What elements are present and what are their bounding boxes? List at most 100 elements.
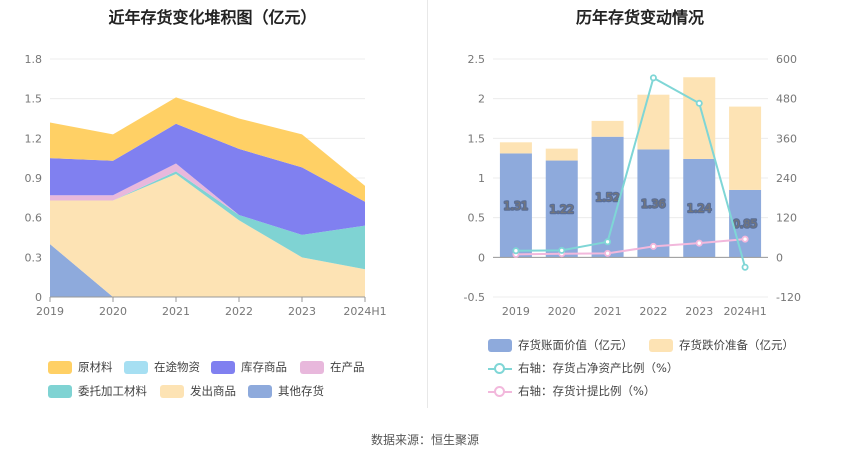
y-tick-label: 0 xyxy=(35,291,42,304)
legend-label: 在途物资 xyxy=(154,360,200,374)
area-series xyxy=(50,244,365,297)
legend-swatch xyxy=(300,360,324,374)
bar-book-value xyxy=(499,153,532,258)
line-point xyxy=(741,235,749,243)
bar-impairment xyxy=(683,77,716,159)
x-tick-label: 2019 xyxy=(502,305,530,318)
x-tick-label: 2021 xyxy=(594,305,622,318)
bar-value-label: 1.31 xyxy=(504,199,529,212)
x-tick-label: 2020 xyxy=(99,305,127,318)
chart-canvas: 0 0.3 0.6 0.9 1.2 1.5 1.8 2019 2020 2021 2022 2023 2… xyxy=(25,53,801,318)
legend-item-in-transit[interactable]: 在途物资 xyxy=(124,359,200,375)
area-series xyxy=(50,163,365,235)
legend-item-goods-shipped[interactable]: 发出商品 xyxy=(160,383,236,399)
x-tick-label: 2022 xyxy=(225,305,253,318)
legend-item-consigned[interactable]: 委托加工材料 xyxy=(48,383,147,399)
legend-swatch xyxy=(160,384,184,398)
y-tick-label: 0.6 xyxy=(25,212,43,225)
legend-swatch xyxy=(124,360,148,374)
bar-value-label: 1.52 xyxy=(595,191,620,204)
legend-item-other[interactable]: 其他存货 xyxy=(248,383,324,399)
line-point xyxy=(649,242,657,250)
x-tick-label: 2022 xyxy=(639,305,667,318)
area-series xyxy=(50,171,365,270)
y-tick-label: 1.5 xyxy=(25,93,43,106)
line-series xyxy=(515,238,746,256)
panel-divider xyxy=(427,0,428,408)
line-point xyxy=(604,238,612,246)
line-series xyxy=(515,76,747,268)
legend-label: 存货跌价准备（亿元） xyxy=(679,338,794,352)
y-right-tick-label: 360 xyxy=(776,132,797,145)
bar-impairment xyxy=(545,148,578,161)
legend-item-impairment[interactable]: 存货跌价准备（亿元） xyxy=(649,337,794,353)
y-right-tick-label: 120 xyxy=(776,212,797,225)
bar-book-value xyxy=(545,160,578,258)
legend-swatch xyxy=(649,338,673,352)
line-point xyxy=(512,247,520,255)
y-tick-label: 0.3 xyxy=(25,251,43,264)
legend-item-net-asset-ratio[interactable]: 右轴：存货占净资产比例（%） xyxy=(488,360,678,376)
y-right-tick-label: 240 xyxy=(776,172,797,185)
legend-label: 原材料 xyxy=(78,360,113,374)
y-left-tick-label: 0.5 xyxy=(468,212,486,225)
legend-item-provision-ratio[interactable]: 右轴：存货计提比例（%） xyxy=(488,383,655,399)
area-series xyxy=(50,123,365,235)
x-tick-label: 2019 xyxy=(36,305,64,318)
bar-value-label: 0.85 xyxy=(733,218,758,231)
bar-impairment xyxy=(591,120,624,137)
y-left-tick-label: 2 xyxy=(478,93,485,106)
legend-item-raw-materials[interactable]: 原材料 xyxy=(48,359,113,375)
x-tick-label: 2021 xyxy=(162,305,190,318)
y-left-tick-label: 0 xyxy=(478,251,485,264)
bar-impairment xyxy=(637,94,670,150)
legend-item-book-value[interactable]: 存货账面价值（亿元） xyxy=(488,337,633,353)
bar-impairment xyxy=(499,142,532,154)
legend-line-marker xyxy=(488,362,512,375)
legend-line-marker xyxy=(488,385,512,398)
legend-label: 右轴：存货计提比例（%） xyxy=(518,384,656,398)
line-point xyxy=(558,246,566,254)
y-right-tick-label: 600 xyxy=(776,53,797,66)
legend-swatch xyxy=(248,384,272,398)
line-point xyxy=(695,99,703,107)
y-tick-label: 1.2 xyxy=(25,132,43,145)
x-tick-label: 2024H1 xyxy=(723,305,766,318)
y-right-tick-label: 0 xyxy=(776,251,783,264)
line-point xyxy=(741,263,749,271)
y-left-tick-label: 2.5 xyxy=(468,53,486,66)
bar-impairment xyxy=(729,106,762,190)
y-left-tick-label: 1.5 xyxy=(468,132,486,145)
legend-item-wip[interactable]: 在产品 xyxy=(300,359,365,375)
right-chart-title: 历年存货变动情况 xyxy=(575,8,704,27)
bar-value-label: 1.24 xyxy=(687,202,712,215)
bar-book-value xyxy=(637,149,670,258)
legend-swatch xyxy=(488,338,512,352)
x-tick-label: 2023 xyxy=(685,305,713,318)
legend-label: 在产品 xyxy=(330,360,365,374)
legend-label: 委托加工材料 xyxy=(78,384,147,398)
bar-value-label: 1.36 xyxy=(641,197,666,210)
x-tick-label: 2020 xyxy=(548,305,576,318)
legend-label: 存货账面价值（亿元） xyxy=(518,338,633,352)
area-series xyxy=(50,174,365,297)
legend-label: 发出商品 xyxy=(190,384,236,398)
data-source-note: 数据来源：恒生聚源 xyxy=(370,433,479,447)
y-tick-label: 1.8 xyxy=(25,53,43,66)
left-chart-title: 近年存货变化堆积图（亿元） xyxy=(108,8,317,27)
y-tick-label: 0.9 xyxy=(25,172,43,185)
bar-book-value xyxy=(591,136,624,258)
y-left-tick-label: 1 xyxy=(478,172,485,185)
x-tick-label: 2024H1 xyxy=(343,305,386,318)
legend-label: 库存商品 xyxy=(241,360,287,374)
bar-value-label: 1.22 xyxy=(550,203,575,216)
line-point xyxy=(695,239,703,247)
legend-swatch xyxy=(48,360,72,374)
legend-item-finished-goods[interactable]: 库存商品 xyxy=(211,359,287,375)
area-series xyxy=(50,97,365,202)
legend-swatch xyxy=(48,384,72,398)
x-tick-label: 2023 xyxy=(288,305,316,318)
bar-book-value xyxy=(729,189,762,258)
legend-label: 其他存货 xyxy=(278,384,324,398)
line-point xyxy=(604,249,612,257)
